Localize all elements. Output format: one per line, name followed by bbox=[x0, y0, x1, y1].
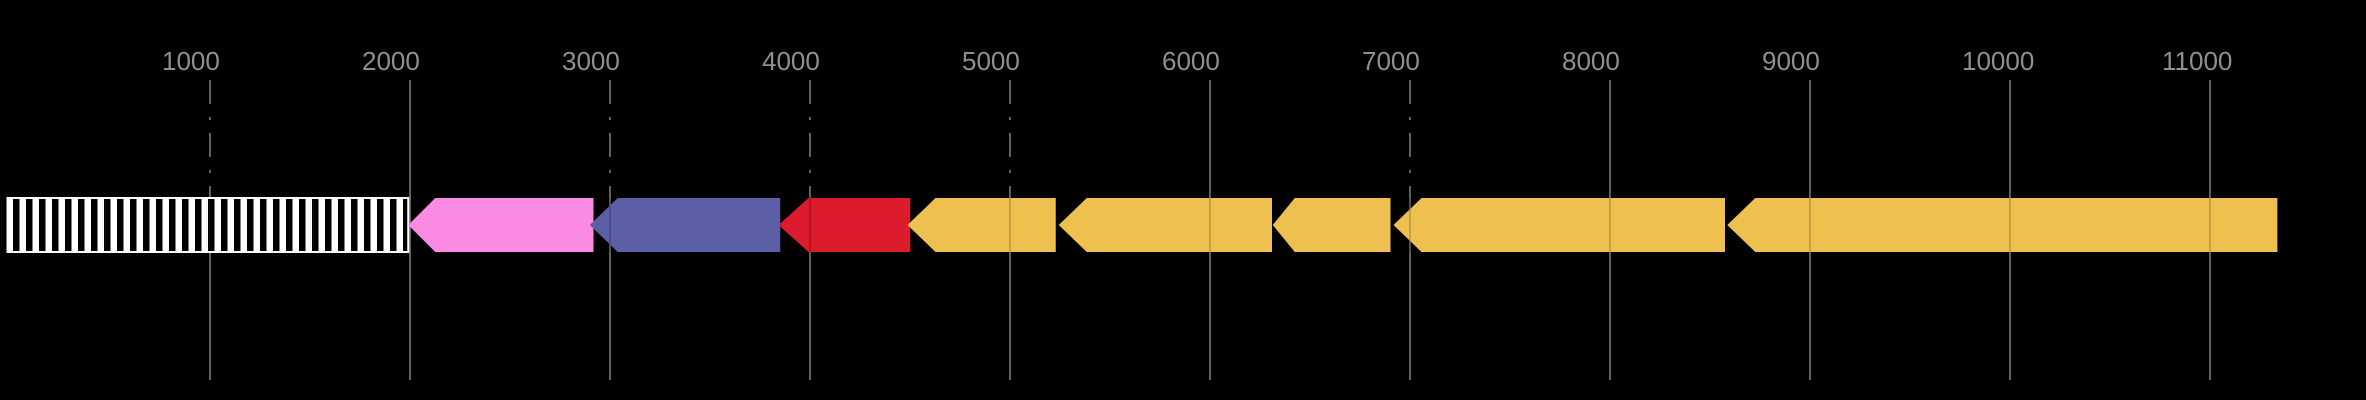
svg-text:5000: 5000 bbox=[962, 46, 1020, 76]
svg-text:4000: 4000 bbox=[762, 46, 820, 76]
svg-text:1000: 1000 bbox=[162, 46, 220, 76]
svg-text:8000: 8000 bbox=[1562, 46, 1620, 76]
svg-text:6000: 6000 bbox=[1162, 46, 1220, 76]
svg-text:11000: 11000 bbox=[2162, 46, 2232, 76]
svg-text:3000: 3000 bbox=[562, 46, 620, 76]
svg-text:10000: 10000 bbox=[1962, 46, 2034, 76]
svg-text:7000: 7000 bbox=[1362, 46, 1420, 76]
svg-text:2000: 2000 bbox=[362, 46, 420, 76]
svg-text:9000: 9000 bbox=[1762, 46, 1820, 76]
